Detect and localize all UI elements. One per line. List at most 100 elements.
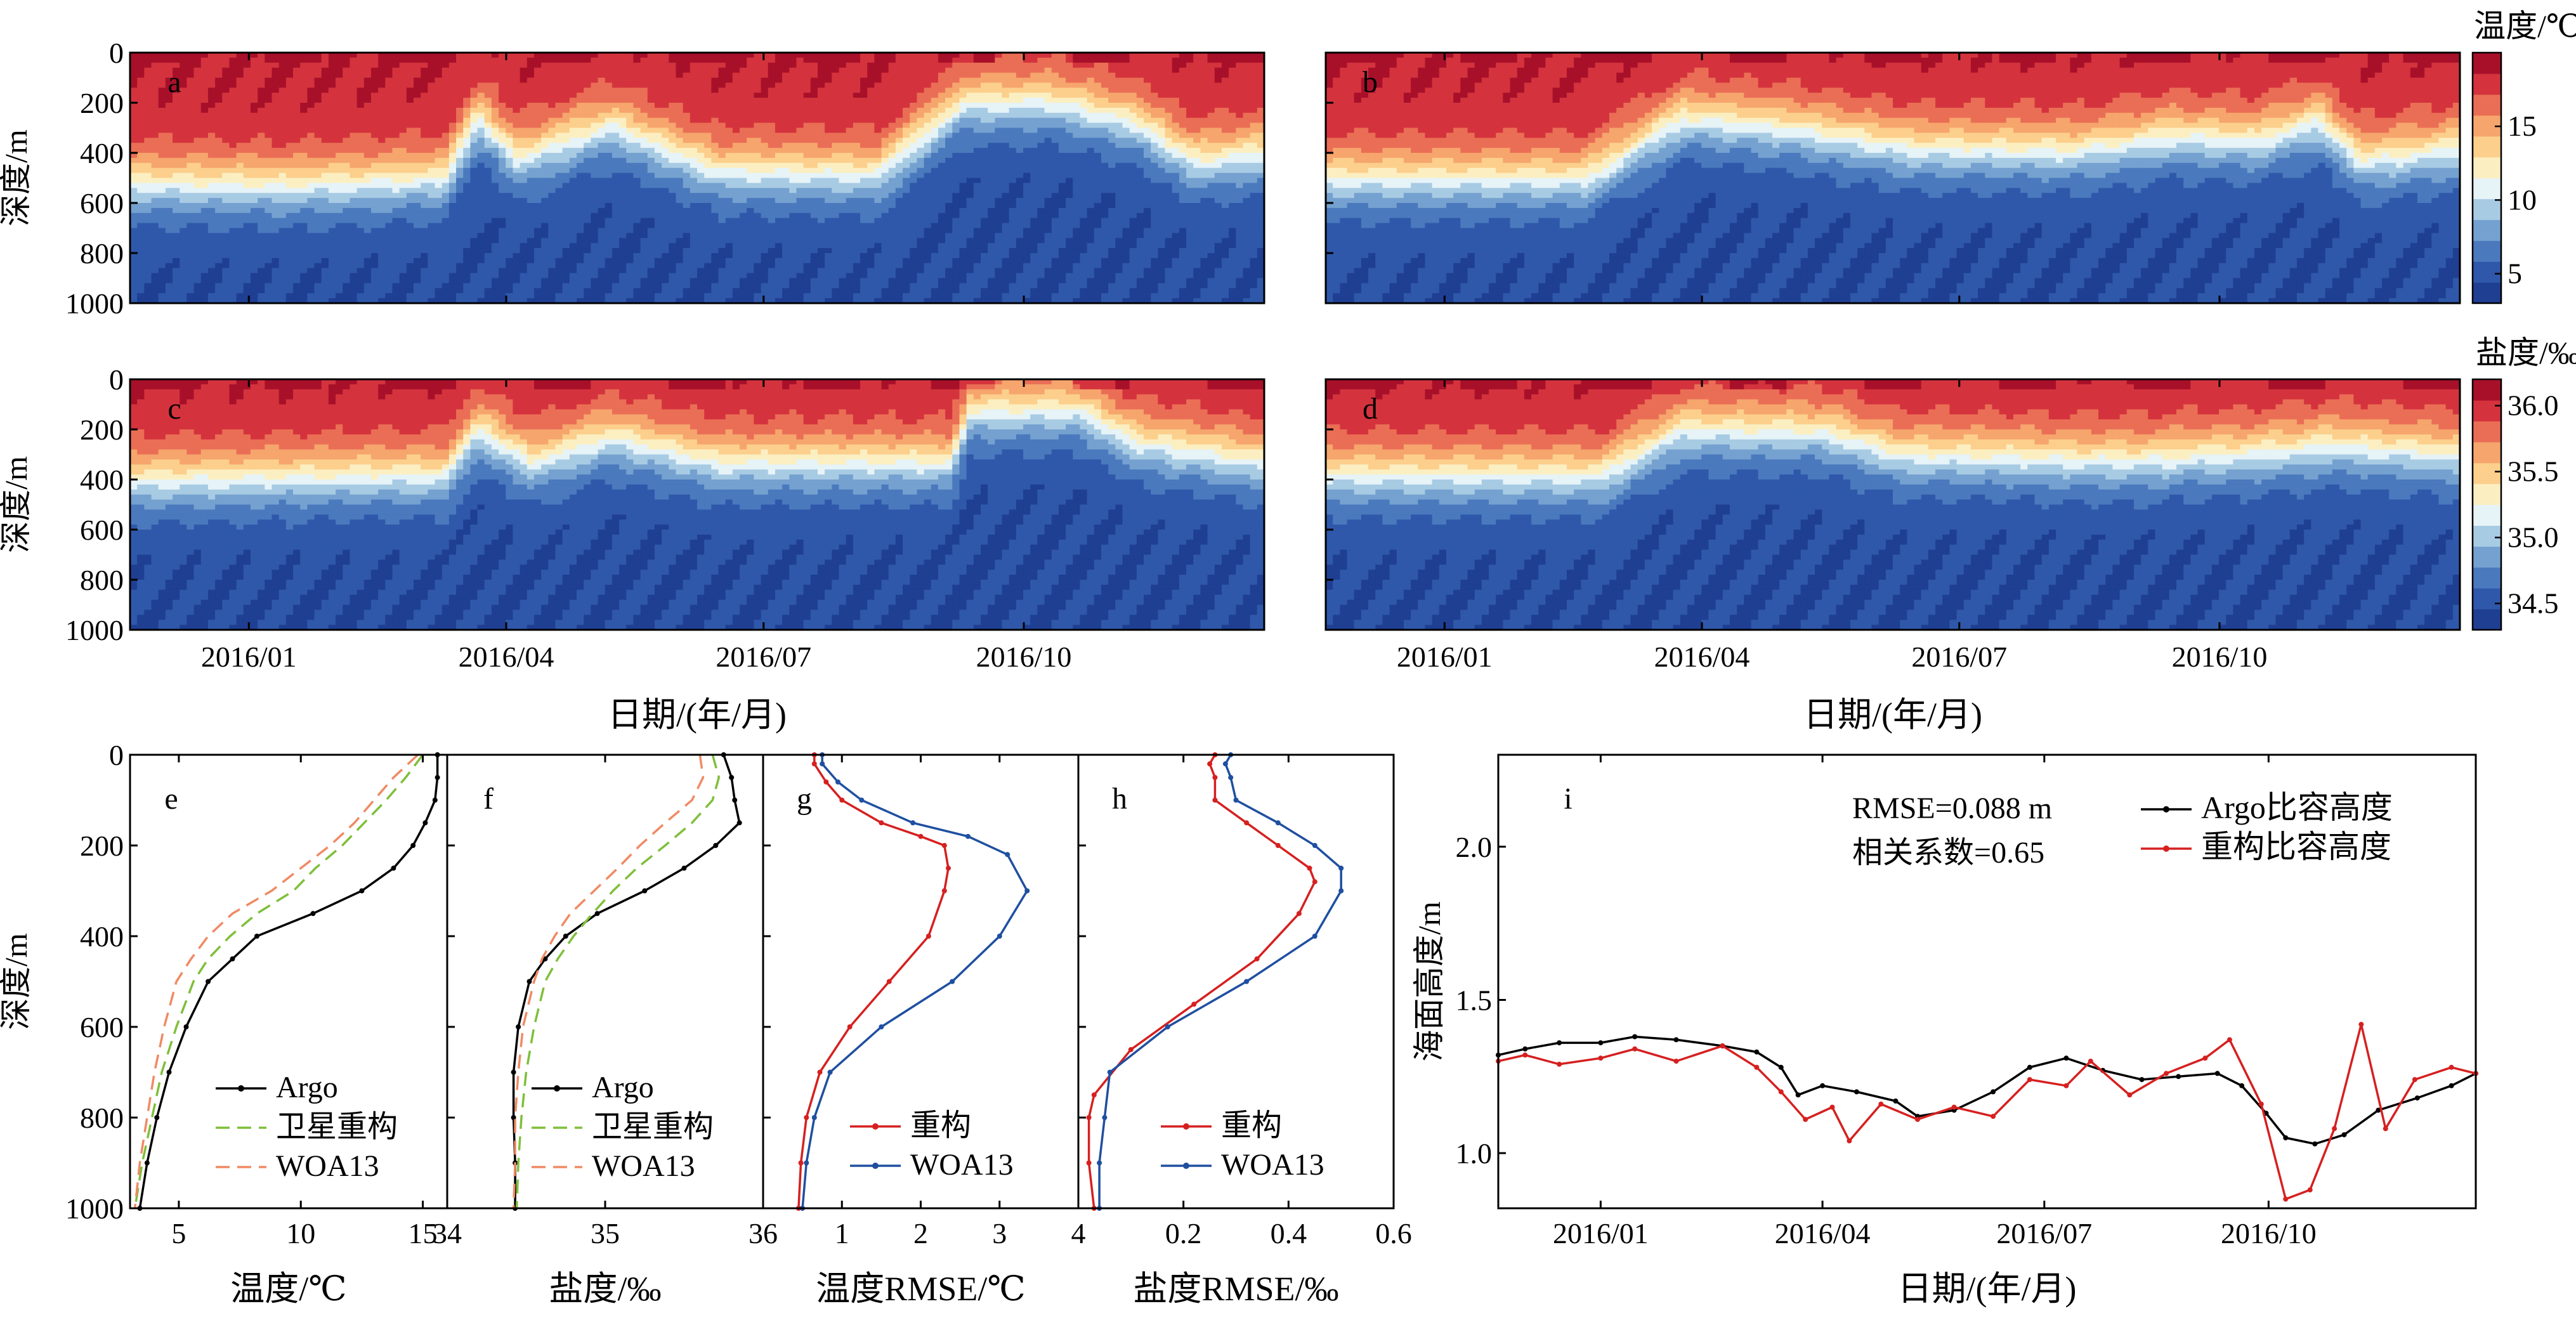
heatmap-a-cell (441, 243, 450, 249)
heatmap-a-cell (448, 122, 457, 129)
heatmap-a-cell (456, 293, 464, 299)
heatmap-a-cell (555, 193, 563, 199)
heatmap-a-cell (569, 193, 577, 199)
heatmap-a-cell (654, 238, 662, 244)
heatmap-a-cell (768, 93, 776, 98)
heatmap-a-cell (435, 188, 443, 193)
heatmap-a-cell (577, 223, 584, 229)
heatmap-a-cell (448, 178, 457, 183)
heatmap-a-cell (669, 183, 677, 188)
heatmap-a-cell (336, 183, 343, 188)
heatmap-a-cell (428, 77, 436, 83)
heatmap-a-cell (144, 157, 152, 164)
heatmap-a-cell (300, 133, 308, 138)
heatmap-a-cell (611, 223, 620, 229)
heatmap-a-cell (200, 117, 209, 124)
heatmap-a-cell (356, 283, 365, 289)
heatmap-a-cell (186, 143, 195, 148)
heatmap-a-cell (414, 293, 421, 299)
heatmap-a-cell (258, 298, 265, 304)
heatmap-a-cell (428, 143, 436, 148)
heatmap-a-cell (611, 228, 620, 233)
heatmap-a-cell (215, 57, 223, 63)
heatmap-a-cell (732, 148, 740, 153)
heatmap-a-cell (271, 203, 280, 209)
heatmap-a-cell (775, 218, 783, 224)
heatmap-a-cell (392, 218, 400, 224)
heatmap-a-cell (350, 133, 358, 138)
heatmap-a-cell (137, 203, 145, 209)
heatmap-a-cell (456, 62, 464, 69)
heatmap-a-cell (222, 143, 230, 148)
heatmap-a-cell (718, 193, 726, 199)
heatmap-a-cell (740, 133, 747, 138)
heatmap-a-cell (243, 157, 251, 164)
heatmap-a-cell (484, 273, 492, 279)
heatmap-a-cell (810, 218, 818, 224)
heatmap-a-cell (186, 223, 195, 229)
heatmap-a-cell (435, 193, 443, 199)
heatmap-a-cell (506, 298, 514, 304)
heatmap-a-cell (825, 288, 832, 294)
heatmap-a-cell (193, 243, 202, 249)
heatmap-a-cell (718, 258, 726, 264)
heatmap-a-cell (484, 67, 492, 74)
heatmap-a-cell (236, 283, 244, 289)
heatmap-a-cell (825, 178, 832, 183)
heatmap-a-cell (477, 212, 485, 219)
heatmap-a-cell (584, 112, 591, 119)
heatmap-a-cell (173, 228, 180, 233)
heatmap-a-cell (258, 228, 265, 233)
heatmap-a-cell (328, 298, 336, 304)
heatmap-a-cell (782, 57, 790, 63)
heatmap-a-cell (158, 298, 166, 304)
heatmap-a-cell (265, 57, 273, 63)
heatmap-a-cell (676, 117, 684, 124)
heatmap-a-cell (810, 88, 818, 93)
heatmap-a-cell (562, 283, 570, 289)
heatmap-a-cell (428, 82, 436, 88)
heatmap-a-cell (406, 143, 414, 148)
heatmap-a-cell (526, 167, 535, 174)
heatmap-a-cell (293, 72, 301, 79)
heatmap-a-cell (399, 238, 407, 244)
heatmap-a-cell (725, 148, 733, 153)
heatmap-a-cell (193, 107, 202, 114)
heatmap-a-cell (356, 162, 365, 169)
heatmap-a-cell (271, 107, 280, 114)
heatmap-a-cell (293, 77, 301, 83)
heatmap-a-cell (200, 188, 209, 193)
heatmap-a-cell (448, 82, 457, 88)
heatmap-a-cell (690, 148, 698, 153)
heatmap-a-cell (186, 273, 195, 279)
heatmap-a-cell (832, 117, 840, 124)
heatmap-a-cell (825, 193, 832, 199)
heatmap-a-cell (392, 157, 400, 164)
heatmap-a-cell (137, 88, 145, 93)
heatmap-a-cell (647, 283, 655, 289)
heatmap-a-cell (173, 283, 180, 289)
heatmap-a-cell (222, 233, 230, 238)
heatmap-a-cell (207, 178, 216, 183)
heatmap-a-cell (611, 67, 620, 74)
heatmap-a-cell (435, 258, 443, 264)
heatmap-a-cell (662, 188, 669, 193)
heatmap-a-cell (619, 178, 627, 183)
heatmap-a-cell (300, 298, 308, 304)
heatmap-a-cell (441, 298, 450, 304)
heatmap-a-cell (207, 143, 216, 148)
heatmap-a-cell (414, 153, 421, 159)
heatmap-a-cell (414, 283, 421, 289)
heatmap-a-cell (278, 82, 287, 88)
heatmap-a-cell (193, 268, 202, 274)
heatmap-a-cell (470, 183, 478, 188)
heatmap-a-cell (314, 198, 322, 204)
heatmap-a-cell (265, 218, 273, 224)
heatmap-a-cell (526, 293, 535, 299)
heatmap-a-cell (647, 167, 655, 174)
heatmap-a-cell (697, 93, 705, 98)
heatmap-a-cell (158, 288, 166, 294)
heatmap-a-cell (654, 203, 662, 209)
heatmap-a-cell (207, 133, 216, 138)
heatmap-a-cell (193, 183, 202, 188)
